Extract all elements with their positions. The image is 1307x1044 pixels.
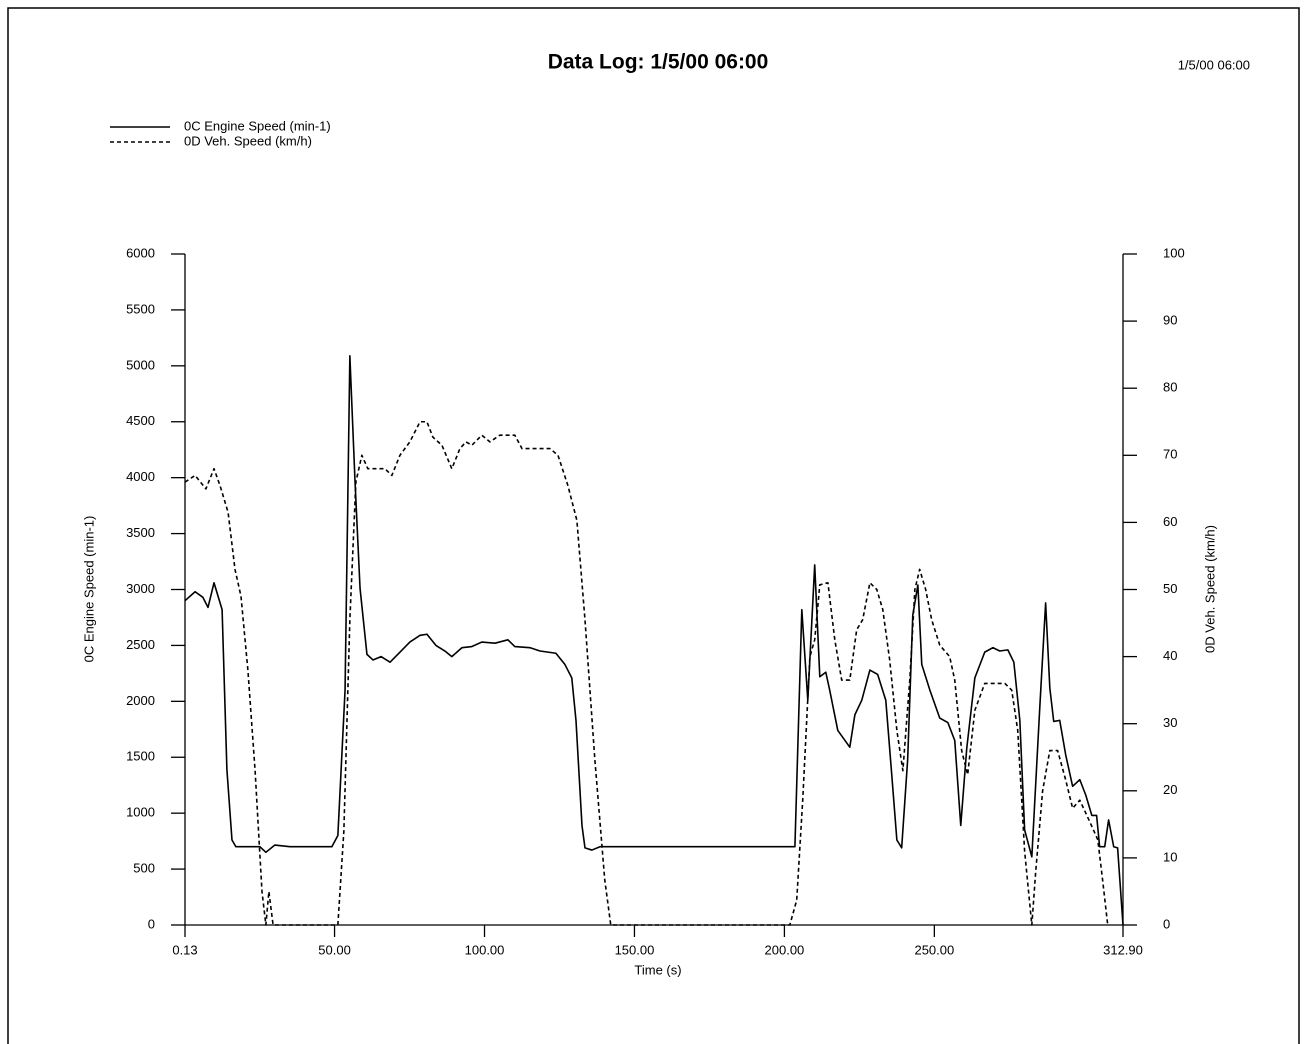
y-tick-label: 4500 <box>126 413 155 428</box>
y2-tick-label: 60 <box>1163 514 1177 529</box>
y-tick-label: 2000 <box>126 693 155 708</box>
y2-tick-label: 50 <box>1163 581 1177 596</box>
y2-axis-label: 0D Veh. Speed (km/h) <box>1202 525 1217 653</box>
legend-label: 0D Veh. Speed (km/h) <box>184 133 312 148</box>
x-tick-label: 250.00 <box>914 942 954 957</box>
x-tick-label: 50.00 <box>318 942 351 957</box>
y2-tick-label: 30 <box>1163 715 1177 730</box>
y2-tick-label: 0 <box>1163 916 1170 931</box>
y2-tick-label: 10 <box>1163 849 1177 864</box>
y2-tick-label: 70 <box>1163 447 1177 462</box>
y-tick-label: 3500 <box>126 525 155 540</box>
page-frame <box>7 7 1300 1044</box>
y-tick-label: 2500 <box>126 637 155 652</box>
y-axis-label: 0C Engine Speed (min-1) <box>81 516 96 663</box>
y2-tick-label: 20 <box>1163 782 1177 797</box>
x-tick-label: 0.13 <box>172 942 197 957</box>
y-tick-label: 0 <box>148 916 155 931</box>
x-tick-label: 200.00 <box>765 942 805 957</box>
y2-tick-label: 40 <box>1163 648 1177 663</box>
y-tick-label: 5500 <box>126 301 155 316</box>
timestamp: 1/5/00 06:00 <box>1178 57 1250 72</box>
series-line <box>184 420 1109 926</box>
x-axis-label: Time (s) <box>634 962 681 977</box>
y-tick-label: 1000 <box>126 805 155 820</box>
y2-tick-label: 90 <box>1163 313 1177 328</box>
x-tick-label: 150.00 <box>615 942 655 957</box>
y-tick-label: 6000 <box>126 245 155 260</box>
y2-tick-label: 100 <box>1163 245 1185 260</box>
legend-label: 0C Engine Speed (min-1) <box>184 118 331 133</box>
y-tick-label: 5000 <box>126 357 155 372</box>
chart-title: Data Log: 1/5/00 06:00 <box>548 51 769 74</box>
y-tick-label: 3000 <box>126 581 155 596</box>
x-tick-label: 312.90 <box>1103 942 1143 957</box>
y2-tick-label: 80 <box>1163 380 1177 395</box>
y-tick-label: 500 <box>133 861 155 876</box>
series-line <box>184 354 1124 926</box>
y-tick-label: 1500 <box>126 749 155 764</box>
y-tick-label: 4000 <box>126 469 155 484</box>
x-tick-label: 100.00 <box>465 942 505 957</box>
